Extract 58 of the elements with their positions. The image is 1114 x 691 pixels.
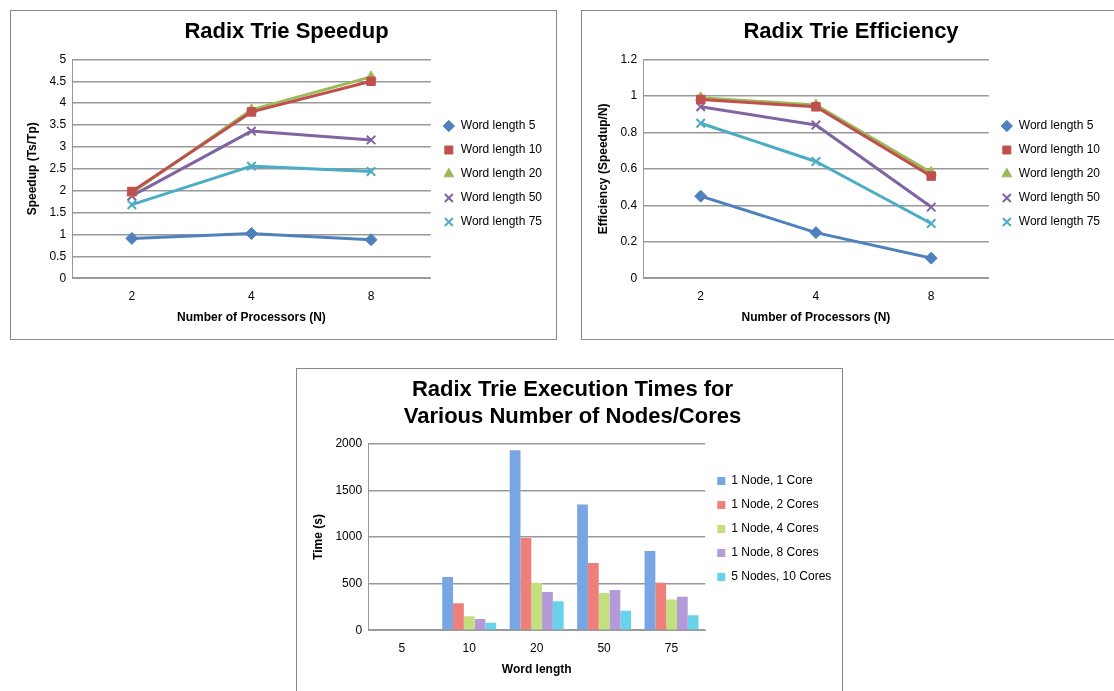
y-tick-label: 4 [59,95,67,110]
x-tick-label: 8 [927,288,935,303]
legend-label: Word length 75 [1018,214,1101,229]
y-tick-label: 1 [630,88,638,103]
legend-label: Word length 50 [460,190,543,205]
legend-label: Word length 50 [1018,190,1101,205]
chart-title: Radix Trie Execution Times for Various Number of Nodes/Cores [403,376,742,428]
y-axis-title: Speedup (Ts/Tp) [24,122,39,216]
x-axis-title: Word length [501,662,572,677]
legend-label: Word length 75 [460,214,543,229]
y-tick-label: 0.4 [620,197,638,212]
y-axis-title: Efficiency (Speedup/N) [595,103,610,235]
y-tick-label: 5 [59,51,67,66]
legend-label: Word length 20 [1018,166,1101,181]
x-tick-label: 8 [367,288,375,303]
y-tick-label: 2000 [335,436,363,451]
y-tick-label: 500 [342,575,363,590]
y-tick-label: 2 [59,182,67,197]
y-tick-label: 1000 [335,529,363,544]
x-axis-title: Number of Processors (N) [741,310,891,325]
legend-label: Word length 10 [460,142,543,157]
chart-title: Radix Trie Efficiency [743,18,960,44]
x-tick-label: 75 [664,640,679,655]
y-tick-label: 0 [630,270,638,285]
x-tick-label: 20 [529,640,544,655]
legend-label: 1 Node, 2 Cores [731,497,819,512]
legend-label: Word length 20 [460,166,543,181]
legend-label: Word length 5 [1018,118,1094,133]
y-tick-label: 3 [59,139,67,154]
y-tick-label: 0.8 [620,124,638,139]
y-tick-label: 1 [59,226,67,241]
x-tick-label: 10 [462,640,477,655]
x-tick-label: 2 [697,288,705,303]
legend-label: 1 Node, 8 Cores [731,545,819,560]
x-tick-label: 4 [248,288,256,303]
x-tick-label: 5 [398,640,406,655]
y-axis-title: Time (s) [310,514,325,560]
y-tick-label: 0.6 [620,161,638,176]
y-tick-label: 3.5 [49,117,67,132]
x-tick-label: 4 [812,288,820,303]
y-tick-label: 4.5 [49,73,67,88]
legend-label: Word length 5 [460,118,536,133]
y-tick-label: 0 [59,270,67,285]
y-tick-label: 1.2 [620,51,638,66]
x-tick-label: 50 [597,640,612,655]
y-tick-label: 0.2 [620,234,638,249]
legend-label: 5 Nodes, 10 Cores [731,569,832,584]
y-tick-label: 1.5 [49,204,67,219]
x-tick-label: 2 [128,288,136,303]
y-tick-label: 1500 [335,482,363,497]
legend-label: Word length 10 [1018,142,1101,157]
chart-title: Radix Trie Speedup [184,18,389,44]
y-tick-label: 0 [355,622,363,637]
legend-label: 1 Node, 1 Core [731,473,813,488]
y-tick-label: 0.5 [49,248,67,263]
y-tick-label: 2.5 [49,161,67,176]
x-axis-title: Number of Processors (N) [177,310,326,325]
legend-label: 1 Node, 4 Cores [731,521,819,536]
